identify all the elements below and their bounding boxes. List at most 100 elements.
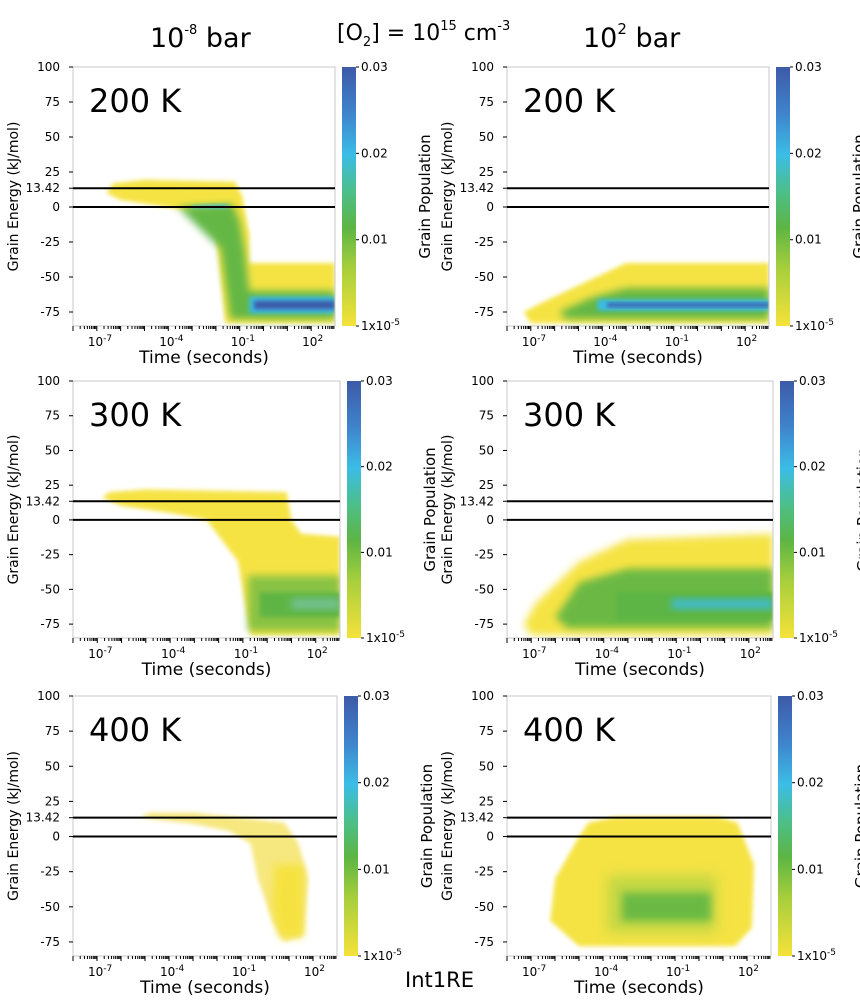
y-tick-label: 25: [45, 794, 60, 808]
y-tick-label: 13.42: [460, 181, 494, 195]
temperature-label: 300 K: [89, 396, 182, 434]
x-tick-label: 10-1: [666, 964, 690, 979]
y-tick-label: -50: [40, 582, 60, 596]
colorbar: [347, 381, 361, 638]
y-tick-label: -50: [40, 900, 60, 914]
colorbar-tick-label: 0.01: [797, 862, 824, 876]
colorbar-tick-label: 0.02: [795, 146, 822, 160]
colorbar-tick-label: 0.03: [797, 689, 824, 703]
y-tick-label: 100: [37, 374, 60, 388]
y-tick-label: 100: [471, 689, 494, 703]
y-tick-label: 75: [479, 724, 494, 738]
panel-0-1: 100 75 50 25 13.42 0 -25 -50 -75 10-7 10-4 10-1 102 T…: [440, 60, 860, 368]
colorbar: [344, 696, 358, 956]
y-tick-label: 75: [45, 409, 60, 423]
x-axis-label: Time (seconds): [573, 978, 704, 998]
y-tick-label: 25: [45, 165, 60, 179]
y-tick-label: 75: [479, 409, 494, 423]
colorbar-tick-label: 1x10-5: [361, 318, 400, 333]
colorbar-tick-label: 0.02: [366, 460, 393, 474]
y-tick-label: -75: [474, 305, 494, 319]
plot-frame: [72, 695, 338, 957]
population-region-1: [177, 204, 335, 319]
y-tick-label: 0: [486, 830, 494, 844]
y-tick-label: -25: [474, 865, 494, 879]
x-tick-label: 10-4: [595, 646, 620, 661]
y-tick-label: -50: [474, 270, 494, 284]
colorbar-tick-label: 1x10-5: [795, 318, 834, 333]
y-tick-label: -50: [474, 582, 494, 596]
panel-2-0: 100 75 50 25 13.42 0 -25 -50 -75 10-7 10-4 10-1 102 T…: [6, 689, 436, 998]
y-tick-label: 0: [486, 200, 494, 214]
x-axis-label: Time (seconds): [141, 660, 272, 680]
x-tick-label: 10-7: [522, 646, 546, 661]
y-tick-label: 0: [52, 830, 60, 844]
temperature-label: 300 K: [523, 396, 616, 434]
plot-frame: [506, 380, 774, 639]
y-tick-label: -50: [474, 900, 494, 914]
y-tick-label: 50: [479, 130, 494, 144]
y-tick-label: 25: [479, 478, 494, 492]
y-axis-label: Grain Energy (kJ/mol): [6, 751, 22, 901]
colorbar-label: Grain Population: [854, 447, 860, 571]
x-tick-label: 10-4: [594, 964, 619, 979]
population-region-3: [291, 599, 340, 609]
population-region-0: [140, 812, 309, 942]
y-tick-label: 50: [479, 443, 494, 457]
temperature-label: 200 K: [523, 82, 616, 120]
panels: 100 75 50 25 13.42 0 -25 -50 -75 10-7 10-4 10-1 102 T…: [6, 60, 860, 998]
colorbar-label: Grain Population: [421, 447, 439, 571]
heatmap-fill: [140, 812, 309, 942]
population-region-2: [622, 892, 711, 921]
population-region-3: [607, 302, 769, 308]
panel-0-0: 100 75 50 25 13.42 0 -25 -50 -75 10-7 10-4 10-1 102 T…: [6, 60, 434, 368]
x-tick-label: 10-4: [159, 334, 184, 349]
y-axis-label: Grain Energy (kJ/mol): [440, 122, 456, 272]
y-tick-label: -25: [40, 865, 60, 879]
plot-frame: [72, 66, 336, 327]
y-tick-label: -25: [474, 235, 494, 249]
x-tick-label: 10-4: [593, 334, 618, 349]
colorbar: [778, 696, 792, 956]
y-tick-label: 25: [479, 794, 494, 808]
colorbar-tick-label: 0.02: [363, 776, 390, 790]
y-tick-label: 100: [37, 689, 60, 703]
y-tick-label: 25: [479, 165, 494, 179]
y-tick-label: 0: [52, 513, 60, 527]
x-tick-label: 10-4: [161, 646, 186, 661]
y-tick-label: -75: [40, 305, 60, 319]
y-tick-label: 13.42: [460, 494, 494, 508]
colorbar: [342, 67, 356, 326]
y-tick-label: 50: [45, 443, 60, 457]
panel-1-1: 100 75 50 25 13.42 0 -25 -50 -75 10-7 10-4 10-1 102 T…: [440, 374, 860, 680]
colorbar-tick-label: 0.02: [799, 460, 826, 474]
y-tick-label: 50: [45, 759, 60, 773]
x-tick-label: 102: [304, 964, 325, 979]
plot-frame: [506, 66, 770, 327]
colorbar-tick-label: 0.01: [795, 233, 822, 247]
y-tick-label: -25: [474, 548, 494, 562]
colorbar-label: Grain Population: [416, 134, 434, 258]
heatmap-fill: [523, 533, 773, 636]
y-tick-label: 0: [486, 513, 494, 527]
x-axis-label: Time (seconds): [138, 348, 269, 368]
panel-1-0: 100 75 50 25 13.42 0 -25 -50 -75 10-7 10-4 10-1 102 T…: [6, 374, 439, 680]
population-region-3: [671, 599, 773, 609]
y-axis-label: Grain Energy (kJ/mol): [440, 435, 456, 585]
y-tick-label: 75: [45, 724, 60, 738]
colorbar-tick-label: 1x10-5: [363, 948, 402, 963]
colorbar: [780, 381, 794, 638]
x-tick-label: 10-7: [88, 334, 112, 349]
y-tick-label: 100: [471, 374, 494, 388]
y-tick-label: 100: [471, 60, 494, 74]
temperature-label: 400 K: [89, 711, 182, 749]
y-tick-label: -25: [40, 548, 60, 562]
y-tick-label: -25: [40, 235, 60, 249]
y-tick-label: 13.42: [26, 181, 60, 195]
x-tick-label: 10-4: [160, 964, 185, 979]
x-tick-label: 10-1: [234, 646, 258, 661]
x-axis-label: Time (seconds): [574, 660, 705, 680]
x-tick-label: 10-1: [232, 964, 256, 979]
colorbar-tick-label: 0.02: [797, 776, 824, 790]
